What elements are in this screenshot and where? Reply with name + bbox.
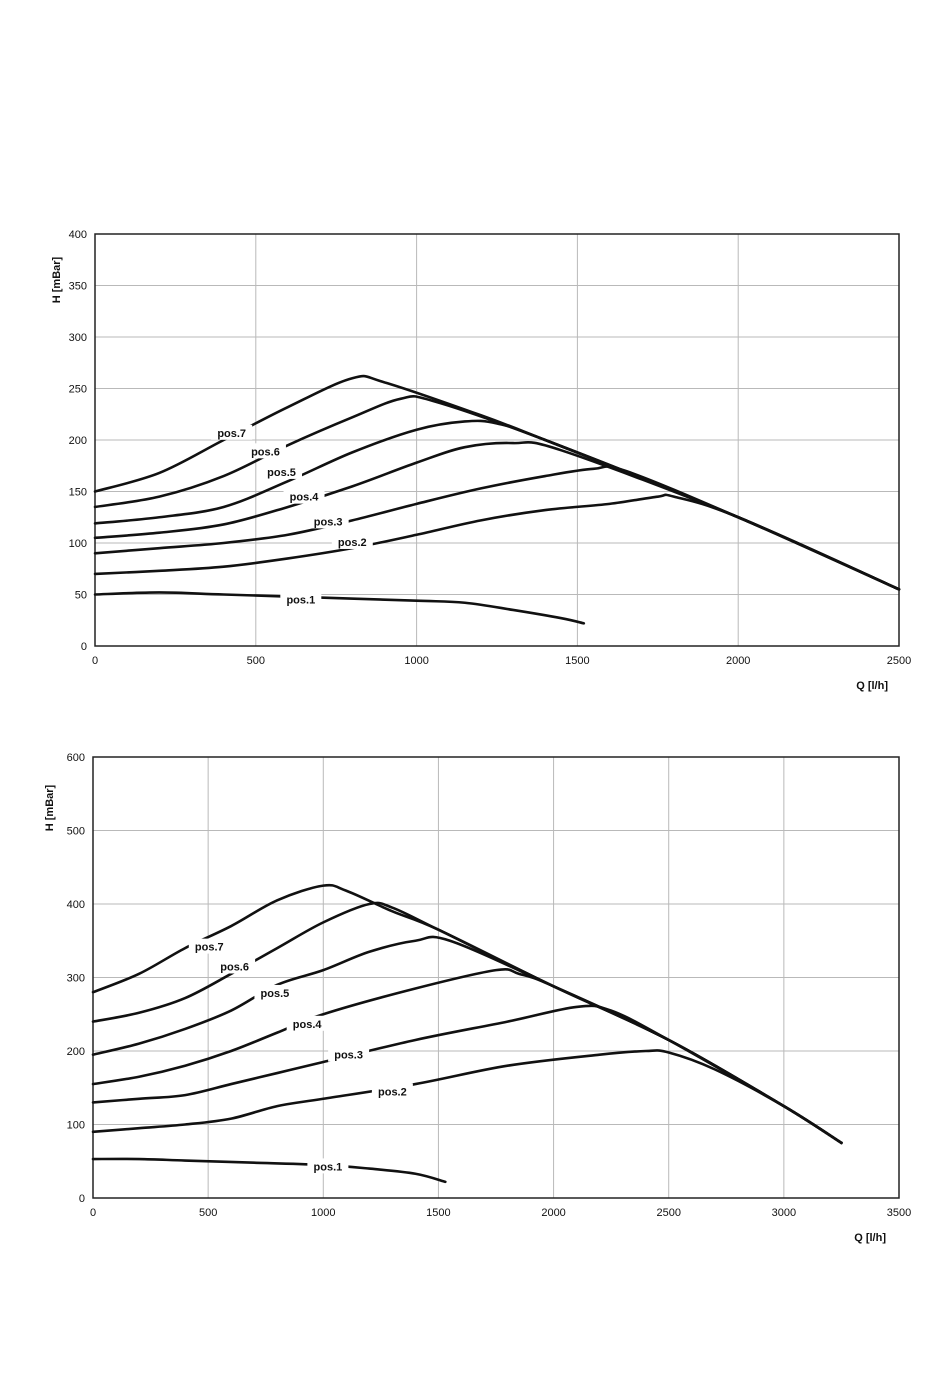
series-line-pos-7	[91, 883, 843, 1145]
y-tick-label: 400	[69, 229, 87, 241]
x-tick-label: 1500	[565, 655, 589, 667]
series-line-pos-5	[91, 935, 843, 1145]
x-tick-label: 0	[92, 655, 98, 667]
series-label-bg	[254, 984, 296, 1000]
y-tick-label: 50	[75, 590, 87, 602]
x-tick-label: 2000	[541, 1207, 565, 1219]
series-label-bg	[307, 513, 349, 529]
y-tick-label: 300	[69, 332, 87, 344]
series-line-pos-7	[93, 374, 901, 591]
series-label-bg	[307, 1158, 349, 1174]
y-tick-label: 200	[69, 435, 87, 447]
x-tick-label: 2000	[726, 655, 750, 667]
plot-frame	[94, 233, 900, 647]
series-label-bg	[211, 424, 253, 440]
series-label-pos-5: pos.5	[267, 467, 296, 479]
y-tick-label: 350	[69, 281, 87, 293]
series-label-bg	[261, 463, 303, 479]
series-label-bg	[283, 488, 325, 504]
y-tick-label: 300	[67, 973, 85, 985]
x-tick-label: 500	[199, 1207, 217, 1219]
series-label-pos-3: pos.3	[334, 1050, 363, 1062]
series-label-pos-6: pos.6	[220, 961, 249, 973]
series-label-pos-5: pos.5	[261, 988, 290, 1000]
series-label-bg	[214, 958, 256, 974]
series-label-pos-4: pos.4	[290, 492, 320, 504]
x-tick-label: 0	[90, 1207, 96, 1219]
y-axis-label: H [mBar]	[51, 256, 63, 303]
x-axis-label: Q [l/h]	[854, 1232, 886, 1244]
y-tick-label: 0	[79, 1193, 85, 1205]
x-tick-label: 1500	[426, 1207, 450, 1219]
y-tick-label: 0	[81, 641, 87, 653]
x-axis-label: Q [l/h]	[856, 680, 888, 692]
chart-top: 0 50 100 150 200 250 300 350 400 0 500 1000 1500 2000…	[51, 229, 911, 692]
series-label-pos-1: pos.1	[286, 595, 315, 607]
series-label-pos-2: pos.2	[378, 1086, 407, 1098]
x-tick-label: 3000	[772, 1207, 796, 1219]
y-tick-label: 100	[69, 538, 87, 550]
x-tick-label: 500	[247, 655, 265, 667]
y-axis-label: H [mBar]	[44, 784, 56, 831]
x-tick-label: 3500	[887, 1207, 911, 1219]
series-line-pos-1	[91, 1157, 447, 1184]
y-tick-label: 500	[67, 826, 85, 838]
y-tick-label: 250	[69, 384, 87, 396]
series-label-pos-7: pos.7	[217, 428, 246, 440]
series-label-pos-4: pos.4	[293, 1019, 323, 1031]
series-label-pos-1: pos.1	[314, 1161, 343, 1173]
y-tick-label: 600	[67, 752, 85, 764]
series-label-bg	[188, 938, 230, 954]
series-line-pos-2	[93, 493, 901, 591]
series-label-bg	[371, 1083, 413, 1099]
x-tick-label: 1000	[404, 655, 428, 667]
y-tick-label: 150	[69, 487, 87, 499]
series-label-bg	[331, 533, 373, 549]
x-tick-label: 1000	[311, 1207, 335, 1219]
series-line-pos-2	[91, 1049, 843, 1145]
x-tick-label: 2500	[887, 655, 911, 667]
series-line-pos-4	[91, 968, 843, 1145]
plot-frame	[92, 756, 900, 1199]
series-label-pos-2: pos.2	[338, 537, 367, 549]
series-line-pos-1	[93, 591, 586, 625]
series-label-bg	[328, 1046, 370, 1062]
y-tick-label: 400	[67, 899, 85, 911]
series-label-pos-3: pos.3	[314, 516, 343, 528]
series-label-bg	[244, 443, 286, 459]
series-label-pos-6: pos.6	[251, 446, 280, 458]
y-tick-label: 200	[67, 1046, 85, 1058]
y-tick-label: 100	[67, 1120, 85, 1132]
x-tick-label: 2500	[656, 1207, 680, 1219]
series-label-bg	[280, 591, 322, 607]
series-label-pos-7: pos.7	[195, 942, 224, 954]
series-label-bg	[286, 1015, 328, 1031]
